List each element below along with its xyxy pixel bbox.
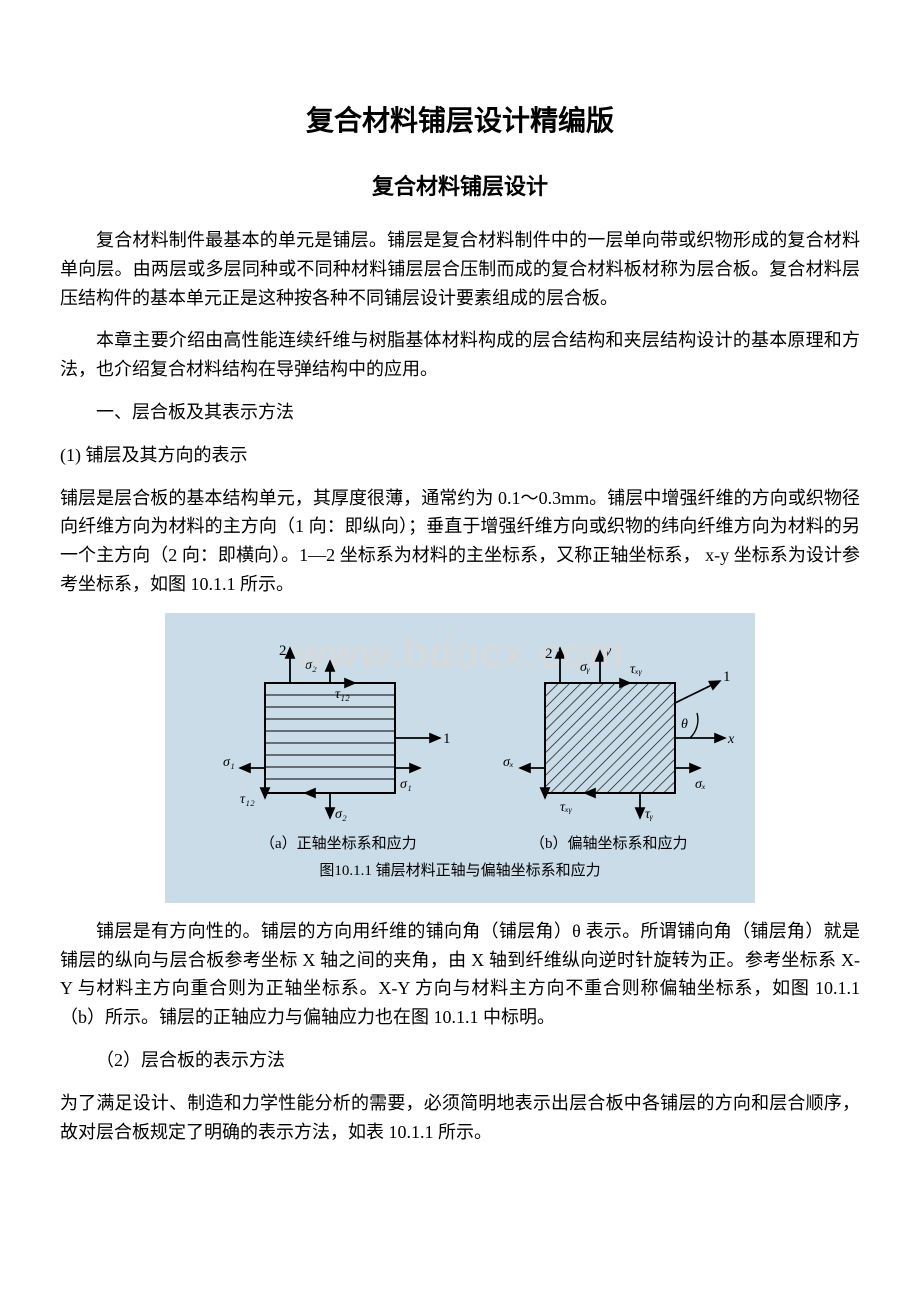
lbl-twob: 2 [545,646,553,662]
lbl-theta: θ [681,717,688,732]
lbl-t12t: τ₁₂ [335,687,350,702]
lbl-one: 1 [443,731,451,747]
figure-box: www.bdocx.com [165,613,755,903]
title-sub: 复合材料铺层设计 [60,169,860,204]
paragraph-1: 复合材料制件最基本的单元是铺层。铺层是复合材料制件中的一层单向带或织物形成的复合… [60,226,860,312]
lbl-oneb: 1 [723,669,731,685]
figure-svg: 2 σ₂ τ₁₂ 1 σ₁ σ₁ τ₁₂ [165,613,755,903]
subsection-2-head: （2）层合板的表示方法 [60,1046,860,1075]
lbl-sy: σᵧ [580,660,591,675]
paragraph-5: 为了满足设计、制造和力学性能分析的需要，必须简明地表示出层合板中各铺层的方向和层… [60,1089,860,1147]
caption-b: （b）偏轴坐标系和应力 [530,834,688,852]
title-main: 复合材料铺层设计精编版 [60,100,860,145]
lbl-txyb: τₓᵧ [560,800,573,815]
paragraph-4: 铺层是有方向性的。铺层的方向用纤维的铺向角（铺层角）θ 表示。所谓铺向角（铺层角… [60,917,860,1032]
lbl-s2b: σ₂ [335,807,347,822]
paragraph-3: 铺层是层合板的基本结构单元，其厚度很薄，通常约为 0.1～0.3mm。铺层中增强… [60,484,860,599]
lbl-t12b1: τ₁₂ [240,792,255,807]
lbl-s1r: σ₁ [400,777,412,792]
caption-main: 图10.1.1 铺层材料正轴与偏轴坐标系和应力 [319,861,600,879]
lbl-x: x [727,732,735,747]
section-1-head: 一、层合板及其表示方法 [60,398,860,427]
paragraph-2: 本章主要介绍由高性能连续纤维与树脂基体材料构成的层合结构和夹层结构设计的基本原理… [60,326,860,384]
figure-10-1-1: www.bdocx.com [60,613,860,903]
caption-a: （a）正轴坐标系和应力 [260,834,417,852]
lbl-two: 2 [279,643,287,659]
lbl-txyt: τₓᵧ [630,662,643,677]
lbl-s2t: σ₂ [305,658,317,673]
lbl-sxl: σₓ [503,755,514,770]
lbl-s1l: σ₁ [223,755,235,770]
subsection-1-head: (1) 铺层及其方向的表示 [60,441,860,470]
lbl-tyB: τᵧ [645,807,654,822]
lbl-sxr: σₓ [695,777,706,792]
lbl-y: y [603,644,612,659]
